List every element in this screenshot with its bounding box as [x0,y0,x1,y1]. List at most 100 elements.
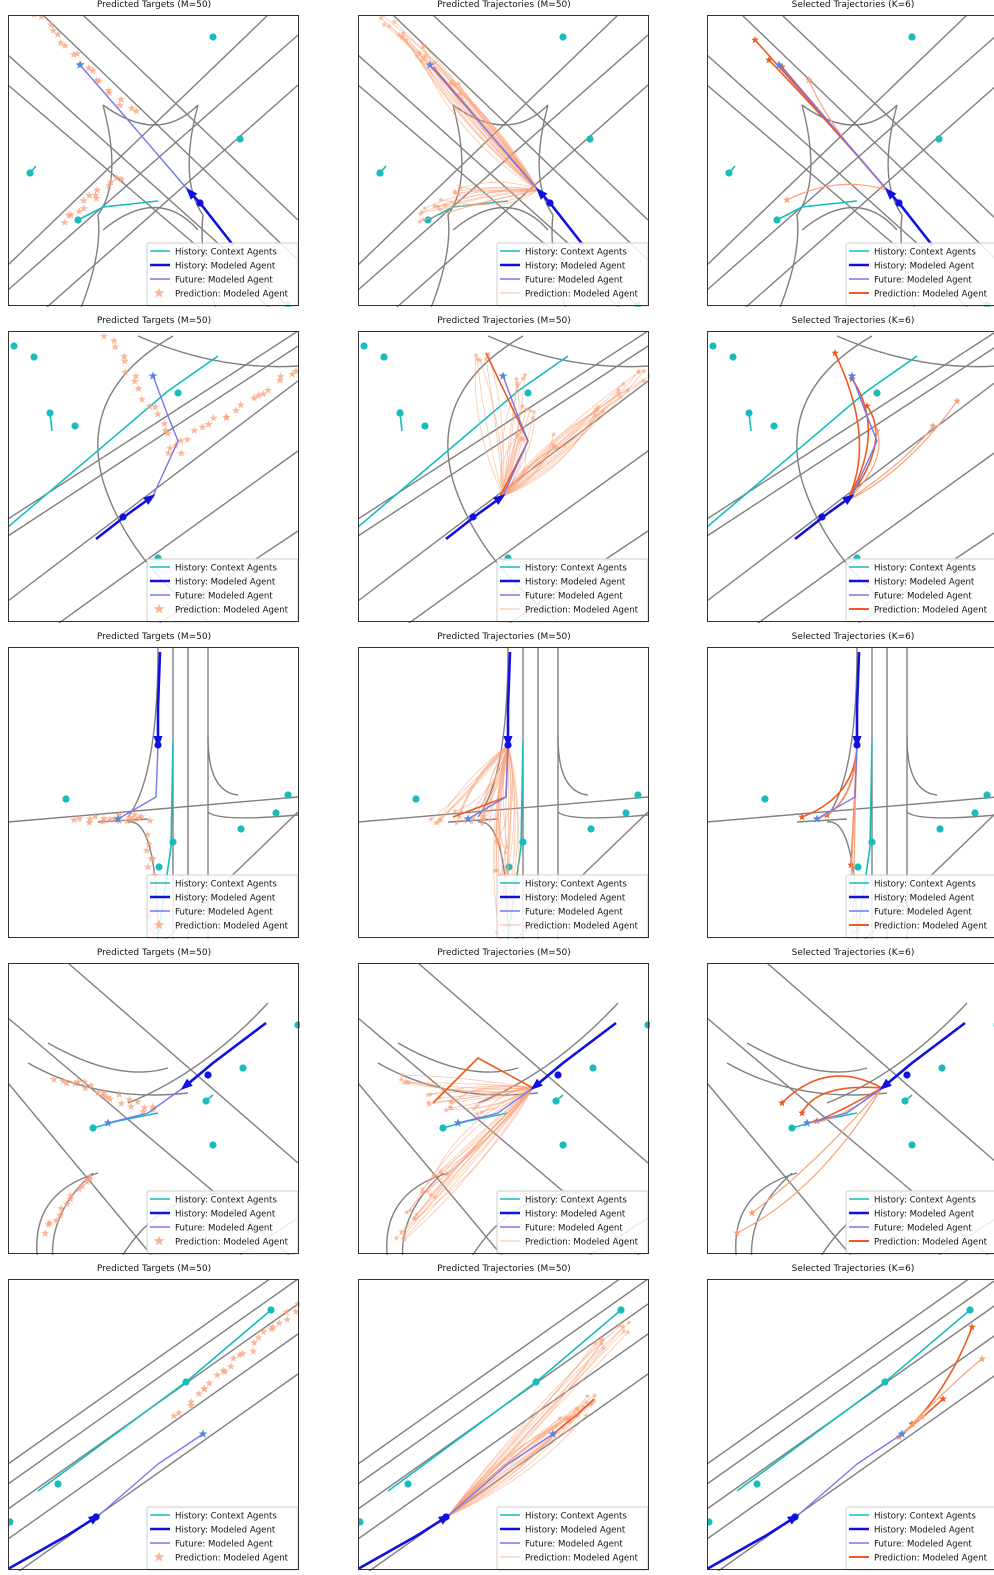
context-agent-marker [617,1306,624,1313]
legend-label-prediction: Prediction: Modeled Agent [525,605,639,615]
history-modeled-agent-marker [92,1513,99,1520]
legend-label-history: History: Modeled Agent [175,893,276,903]
legend: History: Context Agents History: Modeled … [147,559,298,622]
history-modeled-agent-marker [119,513,126,520]
context-agent-marker [209,1141,216,1148]
legend-label-future: Future: Modeled Agent [175,591,273,601]
legend-label-context: History: Context Agents [525,563,627,573]
context-agent-marker [770,422,777,429]
legend-label-history: History: Modeled Agent [874,1525,975,1535]
plot-panel: History: Context Agents History: Modeled … [707,1279,994,1571]
legend-label-future: Future: Modeled Agent [874,1223,972,1233]
legend-label-context: History: Context Agents [525,247,627,257]
legend-label-prediction: Prediction: Modeled Agent [874,1237,988,1247]
legend-label-context: History: Context Agents [874,879,976,889]
context-agent-marker [587,825,594,832]
legend-label-future: Future: Modeled Agent [525,1539,623,1549]
context-agent-marker [202,1097,209,1104]
plot-panel: History: Context Agents History: Modeled … [707,647,994,939]
history-modeled-agent-marker [554,1071,561,1078]
legend-label-history: History: Modeled Agent [874,261,975,271]
context-agent-marker [174,389,181,396]
plot-panel: History: Context Agents History: Modeled … [707,15,994,307]
context-agent-marker [788,1124,795,1131]
legend-label-context: History: Context Agents [175,879,277,889]
context-agent-marker [30,353,37,360]
context-agent-marker [753,1480,760,1487]
legend-label-history: History: Modeled Agent [175,261,276,271]
plot-svg: History: Context Agents History: Modeled … [8,331,300,623]
history-modeled-agent-marker [504,741,511,748]
context-agent-marker [532,1378,539,1385]
legend-label-context: History: Context Agents [874,247,976,257]
context-agent-marker [74,216,81,223]
context-agent-marker [267,1306,274,1313]
legend-label-future: Future: Modeled Agent [525,591,623,601]
context-agent-marker [868,838,875,845]
legend-label-history: History: Modeled Agent [525,1525,626,1535]
panel-title: Predicted Trajectories (M=50) [358,0,650,10]
legend-label-prediction: Prediction: Modeled Agent [175,289,289,299]
legend-label-prediction: Prediction: Modeled Agent [175,605,289,615]
context-agent-marker [46,409,53,416]
context-agent-marker [236,135,243,142]
context-agent-marker [729,353,736,360]
context-agent-marker [412,795,419,802]
legend-label-prediction: Prediction: Modeled Agent [525,921,639,931]
legend-label-history: History: Modeled Agent [175,577,276,587]
context-agent-marker [155,863,162,870]
context-agent-marker [26,169,33,176]
legend-label-history: History: Modeled Agent [525,261,626,271]
legend-label-context: History: Context Agents [175,1511,277,1521]
legend-label-future: Future: Modeled Agent [175,1223,273,1233]
context-agent-marker [71,422,78,429]
context-agent-marker [935,135,942,142]
legend-label-prediction: Prediction: Modeled Agent [525,1237,639,1247]
legend: History: Context Agents History: Modeled … [846,875,994,938]
context-agent-marker [901,1097,908,1104]
plot-panel: History: Context Agents History: Modeled … [8,647,300,939]
panel-title: Selected Trajectories (K=6) [707,0,994,10]
plot-svg: History: Context Agents History: Modeled … [8,15,300,307]
legend-label-future: Future: Modeled Agent [525,1223,623,1233]
legend-label-future: Future: Modeled Agent [525,275,623,285]
context-agent-marker [380,353,387,360]
legend-label-context: History: Context Agents [874,1511,976,1521]
context-agent-marker [89,1124,96,1131]
history-modeled-agent-marker [853,741,860,748]
history-modeled-agent-marker [895,199,902,206]
context-agent-marker [272,809,279,816]
panel-title: Predicted Trajectories (M=50) [358,316,650,326]
panel-title: Predicted Targets (M=50) [8,0,300,10]
legend-label-history: History: Modeled Agent [874,893,975,903]
legend-label-prediction: Prediction: Modeled Agent [874,289,988,299]
legend-label-future: Future: Modeled Agent [175,907,273,917]
context-agent-marker [559,1141,566,1148]
context-agent-marker [396,409,403,416]
legend-label-history: History: Modeled Agent [175,1209,276,1219]
panel-title: Selected Trajectories (K=6) [707,316,994,326]
context-agent-marker [284,791,291,798]
plot-panel: History: Context Agents History: Modeled … [8,331,300,623]
history-modeled-agent-marker [818,513,825,520]
context-agent-marker [239,1064,246,1071]
panel-title: Predicted Targets (M=50) [8,948,300,958]
panel-title: Predicted Trajectories (M=50) [358,632,650,642]
legend-label-context: History: Context Agents [175,563,277,573]
legend-label-context: History: Context Agents [874,563,976,573]
legend-label-future: Future: Modeled Agent [874,275,972,285]
legend-label-context: History: Context Agents [175,247,277,257]
history-modeled-agent-marker [903,1071,910,1078]
panel-title: Predicted Trajectories (M=50) [358,948,650,958]
plot-panel: History: Context Agents History: Modeled … [8,15,300,307]
legend-label-prediction: Prediction: Modeled Agent [525,289,639,299]
context-agent-marker [376,169,383,176]
